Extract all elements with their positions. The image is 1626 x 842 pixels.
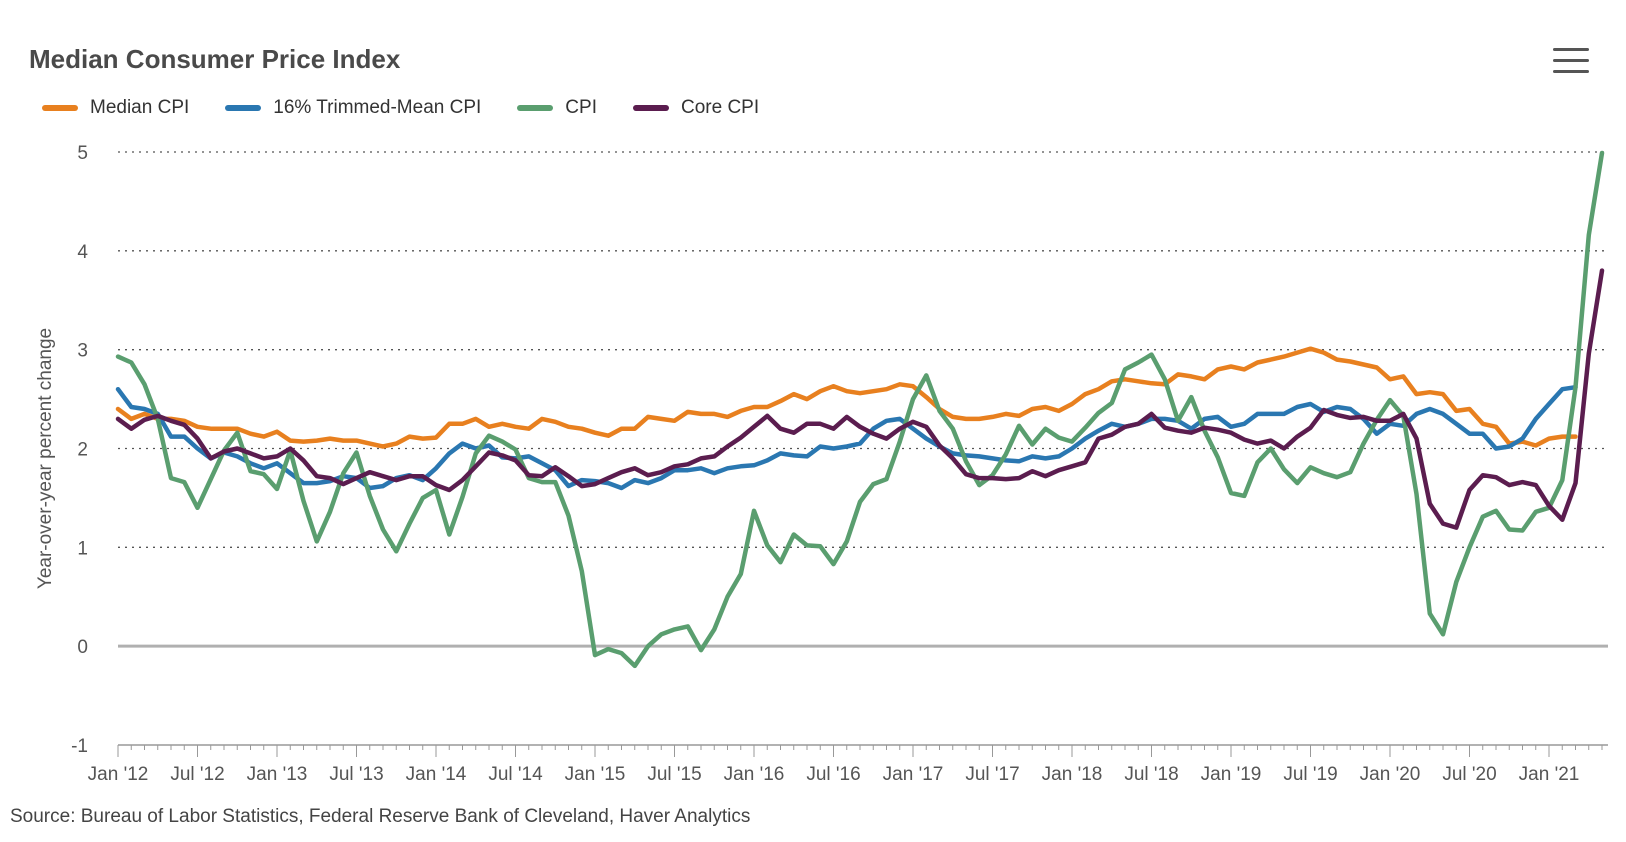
x-tick-label: Jan '16 (724, 764, 785, 785)
legend-swatch (225, 105, 262, 111)
legend-label: CPI (565, 97, 597, 118)
x-tick-label: Jul '12 (170, 764, 224, 785)
x-tick-label: Jul '15 (647, 764, 701, 785)
x-tick-label: Jan '17 (883, 764, 944, 785)
hamburger-menu-icon[interactable] (1553, 48, 1589, 76)
x-tick-label: Jan '21 (1519, 764, 1580, 785)
y-tick-label: 5 (77, 143, 88, 164)
chart-legend: Median CPI 16% Trimmed-Mean CPI CPI Core… (42, 97, 795, 119)
y-tick-label: -1 (71, 736, 88, 757)
series-line-core-cpi (115, 268, 1605, 530)
legend-label: Median CPI (90, 97, 190, 118)
y-tick-label: 0 (77, 637, 88, 658)
x-tick-label: Jul '13 (329, 764, 383, 785)
chart-title: Median Consumer Price Index (29, 44, 401, 74)
x-tick-label: Jul '20 (1442, 764, 1496, 785)
x-tick-label: Jan '13 (247, 764, 308, 785)
y-tick-label: 4 (77, 242, 88, 263)
x-tick-label: Jul '16 (806, 764, 860, 785)
x-tick-label: Jan '12 (88, 764, 149, 785)
series-line-median-cpi (115, 346, 1578, 449)
menu-bar (1553, 70, 1589, 73)
x-tick-label: Jul '14 (488, 764, 543, 785)
legend-swatch (632, 105, 669, 111)
y-tick-label: 1 (77, 538, 88, 559)
x-tick-label: Jul '18 (1124, 764, 1178, 785)
y-axis-title: Year-over-year percent change (35, 328, 56, 589)
y-tick-label: 3 (77, 341, 88, 362)
legend-label: 16% Trimmed-Mean CPI (273, 97, 482, 118)
menu-bar (1553, 48, 1589, 51)
legend-item-core-cpi[interactable]: Core CPI (632, 97, 760, 119)
y-tick-label: 2 (77, 440, 88, 461)
legend-item-trimmed-mean-cpi[interactable]: 16% Trimmed-Mean CPI (225, 97, 481, 119)
series-line-cpi (115, 150, 1605, 669)
x-tick-label: Jan '19 (1201, 764, 1262, 785)
x-tick-label: Jul '17 (965, 764, 1019, 785)
menu-bar (1553, 59, 1589, 62)
legend-item-cpi[interactable]: CPI (517, 97, 597, 119)
legend-item-median-cpi[interactable]: Median CPI (42, 97, 189, 119)
source-note: Source: Bureau of Labor Statistics, Fede… (10, 806, 751, 827)
legend-swatch (517, 105, 554, 111)
x-tick-label: Jan '20 (1360, 764, 1421, 785)
legend-swatch (42, 105, 78, 111)
series-line-16-trimmed-mean-cpi (115, 384, 1578, 491)
x-tick-label: Jan '18 (1042, 764, 1103, 785)
x-tick-label: Jul '19 (1283, 764, 1337, 785)
x-tick-label: Jan '14 (406, 764, 467, 785)
x-tick-label: Jan '15 (565, 764, 626, 785)
legend-label: Core CPI (680, 97, 760, 118)
